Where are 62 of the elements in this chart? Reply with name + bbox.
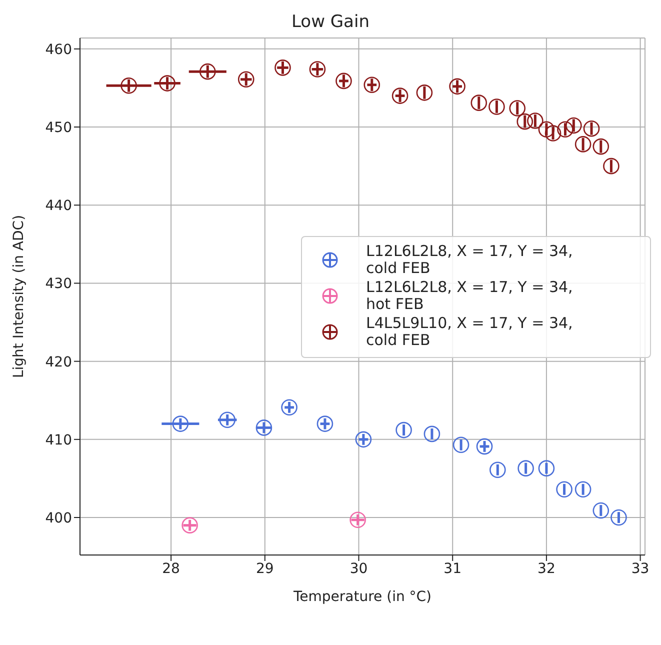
y-tick-label: 440 [45,198,72,214]
point [610,509,627,526]
point [583,120,600,137]
point [544,125,562,142]
point [509,100,526,116]
point [516,113,534,130]
point [527,112,544,129]
point [355,431,372,448]
y-tick-label: 460 [45,42,72,58]
legend-label: L4L5L9L10, X = 17, Y = 34, cold FEB [366,314,573,349]
point [274,60,291,76]
chart-title: Low Gain [290,12,370,32]
point [476,438,493,455]
point [256,420,272,436]
point [316,416,334,432]
point [336,72,352,90]
point [120,77,137,94]
y-axis-title: Light Intensity (in ADC) [10,214,27,378]
point [182,517,198,534]
point [538,121,555,138]
legend-label: L12L6L2L8, X = 17, Y = 34, hot FEB [366,278,573,313]
legend-label: L12L6L2L8, X = 17, Y = 34, cold FEB [366,242,573,277]
point [603,158,620,174]
point [557,121,574,138]
point [518,460,534,476]
point [556,481,572,498]
point [238,71,254,88]
point [364,76,380,94]
x-tick-label: 28 [162,560,180,577]
x-axis-title: Temperature (in °C) [292,589,432,605]
point [538,460,555,476]
y-tick-label: 430 [45,276,72,292]
point [566,117,582,134]
point [219,412,236,428]
point [449,78,466,95]
point [159,75,176,92]
x-tick-label: 33 [631,560,650,577]
x-tick-label: 32 [538,560,556,577]
point [396,422,412,438]
x-tick-label: 29 [256,560,274,577]
point [350,512,366,528]
x-tick-label: 31 [444,560,462,577]
x-tick-label: 30 [350,560,368,577]
point [592,138,610,155]
point [592,502,610,519]
point [574,136,592,152]
point [452,436,470,454]
point [392,88,408,104]
point [424,426,440,442]
point [470,94,488,111]
point [309,61,326,78]
y-tick-label: 410 [45,432,72,448]
point [172,416,189,432]
y-tick-label: 420 [45,354,72,370]
point [488,98,505,115]
point [490,462,506,478]
y-tick-label: 400 [45,510,72,526]
point [574,481,592,498]
point [281,399,298,416]
point [416,84,433,101]
point [199,63,216,80]
y-tick-label: 450 [45,120,72,136]
